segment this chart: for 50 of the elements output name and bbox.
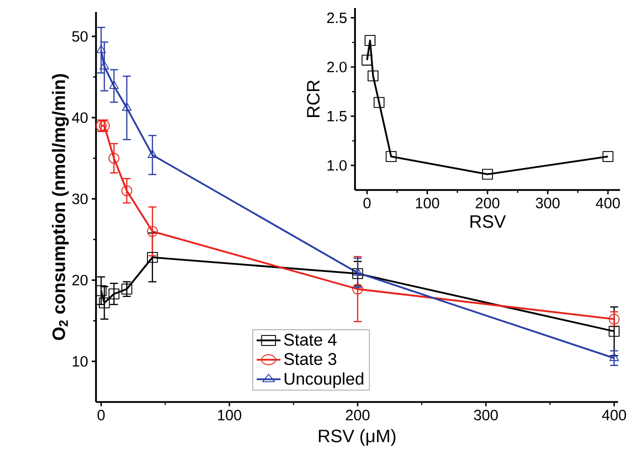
point <box>374 97 385 108</box>
point <box>352 284 364 294</box>
y-axis-title: RCR <box>306 80 320 117</box>
point <box>362 54 372 66</box>
point <box>147 252 158 263</box>
x-tick-label: 400 <box>596 198 620 208</box>
point <box>108 288 120 300</box>
point <box>96 44 106 54</box>
x-tick-label: 0 <box>98 410 105 420</box>
x-tick-label: 100 <box>416 198 440 208</box>
point <box>121 284 132 294</box>
x-tick-label: 200 <box>346 410 370 420</box>
y-tick-label: 1.0 <box>328 160 347 171</box>
point <box>352 268 364 280</box>
y-tick-label: 20 <box>72 274 88 286</box>
point <box>96 120 107 132</box>
point <box>352 267 362 276</box>
y-tick-label: 30 <box>72 194 88 204</box>
point <box>608 326 620 337</box>
x-axis-title: RSV <box>470 215 506 228</box>
point <box>602 151 614 162</box>
x-tick-label: 300 <box>536 198 560 208</box>
x-tick-label: 200 <box>476 198 500 208</box>
y-tick-label: 10 <box>72 356 88 367</box>
y-axis-title: O$_{2}$ consumption (nmol/mg/min) <box>52 74 69 340</box>
x-axis-title: RSV (μM) <box>318 429 396 446</box>
point <box>148 150 158 158</box>
point <box>108 152 120 164</box>
y-tick-label: 40 <box>72 112 88 123</box>
point <box>386 151 397 162</box>
x-tick-label: 0 <box>363 198 371 208</box>
y-tick-label: 2.0 <box>327 62 347 72</box>
point <box>109 80 119 89</box>
point <box>364 35 376 46</box>
legend-label: State 3 <box>284 353 336 366</box>
x-tick-label: 100 <box>218 410 242 420</box>
point <box>122 102 132 111</box>
legend-label: State 4 <box>284 334 337 346</box>
point <box>100 61 110 70</box>
x-tick-label: 400 <box>602 410 626 420</box>
point <box>482 168 493 180</box>
x-tick-label: 300 <box>474 410 498 420</box>
point <box>121 185 132 196</box>
y-tick-label: 50 <box>72 31 88 42</box>
y-tick-label: 1.5 <box>328 111 347 122</box>
legend-label: Uncoupled <box>284 372 364 388</box>
point <box>96 285 107 296</box>
y-tick-label: 2.5 <box>327 12 347 24</box>
point <box>147 226 158 237</box>
point <box>368 70 379 82</box>
